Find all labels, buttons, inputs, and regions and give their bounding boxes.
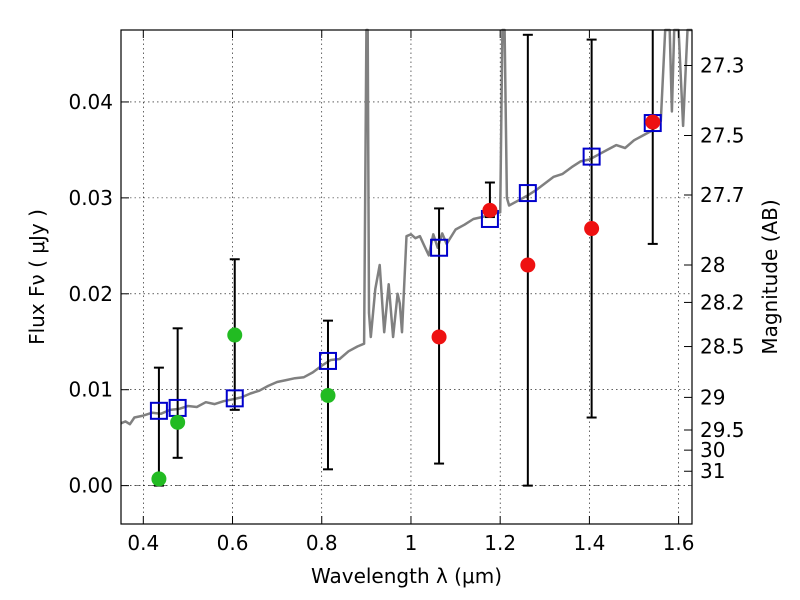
red-data-point [584, 221, 600, 237]
data-markers [149, 114, 662, 487]
red-data-point [645, 114, 661, 130]
red-data-point [482, 202, 498, 218]
green-data-point [151, 471, 167, 487]
x-tick-label: 1 [405, 531, 418, 555]
y-axis-label: Flux Fν ( μJy ) [25, 209, 49, 345]
model-flux-square [149, 401, 168, 420]
mag-tick-label: 27.7 [700, 183, 745, 207]
model-flux-square [318, 351, 337, 370]
x-tick-label: 0.4 [127, 531, 159, 555]
mag-tick-label: 28.5 [700, 335, 745, 359]
y-tick-label: 0.03 [68, 186, 113, 210]
mag-tick-label: 31 [700, 459, 725, 483]
green-data-point [320, 387, 336, 403]
y-tick-label: 0.00 [68, 474, 113, 498]
model-flux-square [225, 389, 244, 408]
mag-tick-label: 28 [700, 253, 725, 277]
mag-tick-label: 29 [700, 385, 725, 409]
x-tick-label: 0.8 [306, 531, 338, 555]
mag-tick-label: 30 [700, 438, 725, 462]
x-tick-label: 1.2 [484, 531, 516, 555]
plot-frame [120, 29, 693, 525]
x-tick-label: 1.6 [663, 531, 695, 555]
y-tick-label: 0.04 [68, 90, 113, 114]
green-data-point [227, 327, 243, 343]
mag-tick-label: 28.2 [700, 290, 745, 314]
red-data-point [520, 257, 536, 273]
x-axis-label: Wavelength λ (μm) [311, 564, 502, 588]
mag-tick-label: 29.5 [700, 418, 745, 442]
axis-ticks: 0.4 0.6 0.8 1 1.2 1.4 1.6 0.00 0.01 0.02 0.03 0.04 2… [68, 30, 745, 555]
y-tick-label: 0.02 [68, 282, 113, 306]
model-flux-square [430, 238, 449, 257]
red-data-point [431, 329, 447, 345]
model-flux-square [518, 184, 537, 203]
green-data-point [170, 414, 186, 430]
model-flux-square [582, 147, 601, 166]
x-tick-label: 0.6 [217, 531, 249, 555]
mag-tick-label: 27.5 [700, 124, 745, 148]
y-tick-label: 0.01 [68, 378, 113, 402]
mag-tick-label: 27.3 [700, 53, 745, 77]
x-tick-label: 1.4 [573, 531, 605, 555]
y2-axis-label: Magnitude (AB) [758, 199, 782, 354]
